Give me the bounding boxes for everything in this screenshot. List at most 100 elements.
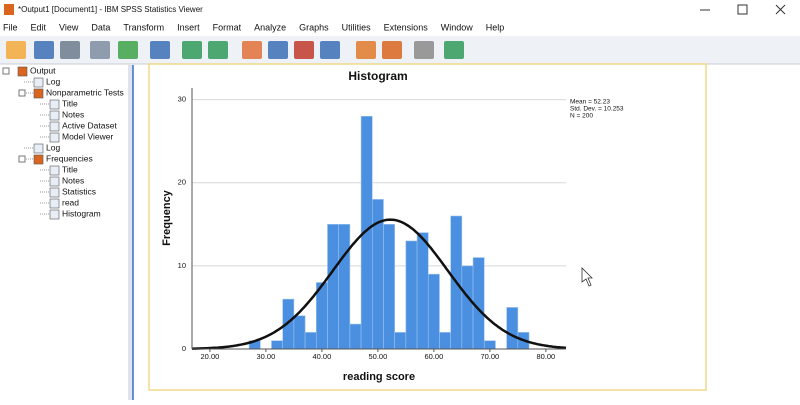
- menu-item[interactable]: Insert: [177, 22, 200, 32]
- tree-label[interactable]: read: [62, 197, 79, 207]
- menu-item[interactable]: Analyze: [254, 22, 286, 32]
- tree-label[interactable]: Active Dataset: [62, 120, 117, 130]
- menu-item[interactable]: Data: [91, 22, 110, 32]
- tree-icon: [49, 209, 60, 220]
- y-tick-label: 0: [182, 344, 186, 353]
- tree-label[interactable]: Log: [46, 142, 60, 152]
- bar: [427, 273, 440, 350]
- bar: [349, 323, 362, 350]
- toolbar-button[interactable]: [90, 41, 110, 59]
- tree-icon: [49, 187, 60, 198]
- menu-item[interactable]: Window: [441, 22, 474, 32]
- menu-item[interactable]: Format: [213, 22, 242, 32]
- toolbar-button[interactable]: [34, 41, 54, 59]
- close-button[interactable]: [775, 4, 786, 15]
- bar: [405, 240, 418, 350]
- bar: [416, 232, 429, 350]
- tree-label[interactable]: Frequencies: [46, 153, 93, 163]
- menu: File Edit View Data Transform Insert Format Ana…: [3, 22, 504, 32]
- tree-label[interactable]: Histogram: [62, 208, 101, 218]
- tree-icon: [33, 77, 44, 88]
- expander[interactable]: [18, 155, 26, 163]
- tree-label[interactable]: Model Viewer: [62, 131, 114, 141]
- toolbar-button[interactable]: [60, 41, 80, 59]
- x-tick-label: 30.00: [257, 352, 276, 361]
- tree-icon: [17, 66, 28, 77]
- tree-icon: [49, 99, 60, 110]
- tree-label[interactable]: Notes: [62, 109, 84, 119]
- bar: [383, 224, 395, 350]
- toolbar-button[interactable]: [242, 41, 262, 59]
- toolbar-button[interactable]: [6, 41, 26, 59]
- toolbar-button[interactable]: [208, 41, 228, 59]
- y-tick-label: 20: [178, 178, 186, 187]
- bar: [338, 224, 351, 350]
- toolbar-button[interactable]: [356, 41, 376, 59]
- stats-label: Mean = 52.23: [570, 99, 610, 106]
- stats-label: N = 200: [570, 113, 593, 120]
- tree-label[interactable]: Nonparametric Tests: [46, 87, 124, 97]
- expander[interactable]: [2, 67, 10, 75]
- y-tick-label: 30: [178, 95, 186, 104]
- x-axis-label: reading score: [343, 371, 415, 383]
- x-tick-label: 70.00: [480, 352, 499, 361]
- menu-item[interactable]: Utilities: [342, 22, 372, 32]
- menu-item[interactable]: Transform: [123, 22, 164, 32]
- chart-title: Histogram: [348, 69, 407, 83]
- expander[interactable]: [18, 89, 26, 97]
- bar: [506, 307, 519, 350]
- tree-label[interactable]: Title: [62, 164, 78, 174]
- toolbar-button[interactable]: [118, 41, 138, 59]
- tree-icon: [49, 198, 60, 209]
- pane-splitter[interactable]: [128, 65, 133, 400]
- tree-label[interactable]: Output: [30, 65, 56, 75]
- x-tick-label: 80.00: [536, 352, 555, 361]
- stats-label: Std. Dev. = 10.253: [570, 106, 624, 113]
- tree-label[interactable]: Statistics: [62, 186, 96, 196]
- toolbar-button[interactable]: [414, 41, 434, 59]
- bar: [293, 315, 306, 350]
- bar: [483, 340, 496, 350]
- tree-icon: [49, 121, 60, 132]
- toolbar-button[interactable]: [150, 41, 170, 59]
- toolbar-button[interactable]: [268, 41, 288, 59]
- tree-label[interactable]: Notes: [62, 175, 84, 185]
- menu-item[interactable]: Help: [486, 22, 505, 32]
- tree-icon: [49, 165, 60, 176]
- x-tick-label: 20.00: [201, 352, 220, 361]
- tree-icon: [33, 88, 44, 99]
- app-icon: [4, 4, 14, 15]
- menu-item[interactable]: View: [59, 22, 79, 32]
- maximize-button[interactable]: [737, 4, 748, 15]
- toolbar-button[interactable]: [294, 41, 314, 59]
- menu-item[interactable]: Extensions: [384, 22, 429, 32]
- toolbar-icons: [6, 41, 464, 59]
- toolbar-button[interactable]: [182, 41, 202, 59]
- tree-icon: [49, 176, 60, 187]
- bar: [271, 340, 284, 350]
- menu-item[interactable]: Edit: [31, 22, 47, 32]
- title-bar: [0, 0, 800, 20]
- bar: [439, 332, 451, 350]
- tree-icon: [49, 132, 60, 143]
- toolbar-button[interactable]: [320, 41, 340, 59]
- x-tick-label: 40.00: [313, 352, 332, 361]
- toolbar-button[interactable]: [444, 41, 464, 59]
- menu-item[interactable]: Graphs: [299, 22, 329, 32]
- bar: [394, 332, 407, 350]
- normal-curve: [191, 218, 567, 350]
- y-axis-label: Frequency: [161, 189, 173, 246]
- bar: [304, 332, 317, 350]
- menu-item[interactable]: File: [3, 22, 18, 32]
- tree-label[interactable]: Title: [62, 98, 78, 108]
- x-tick-label: 60.00: [424, 352, 443, 361]
- window-title: *Output1 [Document1] - IBM SPSS Statisti…: [18, 5, 203, 14]
- bar: [327, 224, 339, 350]
- tree-icon: [49, 110, 60, 121]
- outline-pane: [0, 65, 128, 400]
- tree-label[interactable]: Log: [46, 76, 60, 86]
- toolbar-button[interactable]: [382, 41, 402, 59]
